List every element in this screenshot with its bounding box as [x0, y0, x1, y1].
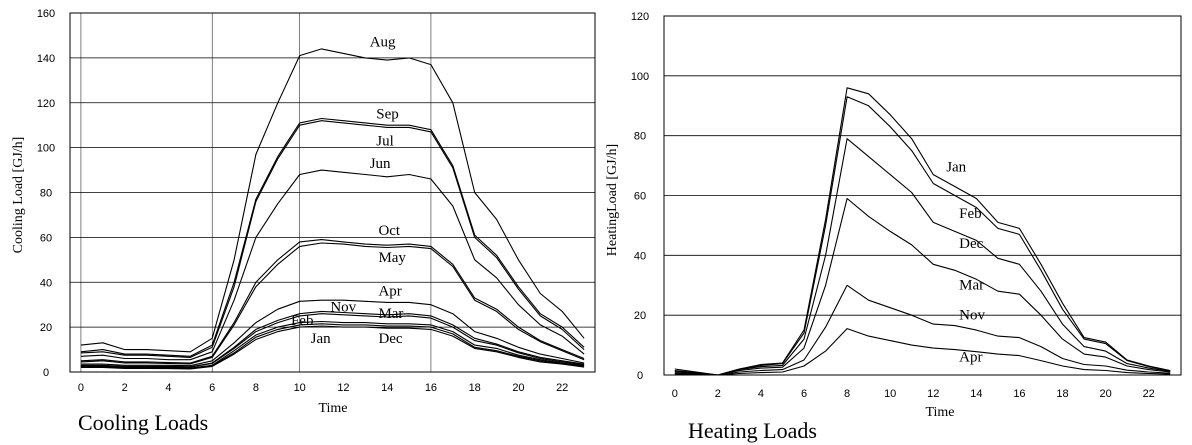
series-label-jan: Jan — [946, 160, 966, 176]
series-line-mar — [80, 313, 585, 368]
series-label-mar: Mar — [959, 278, 984, 294]
chart-caption: Heating Loads — [688, 418, 817, 443]
series-label-dec: Dec — [959, 236, 983, 252]
x-tick-label: 18 — [469, 382, 481, 394]
y-tick-label: 80 — [634, 131, 646, 143]
y-tick-label: 40 — [634, 250, 646, 262]
x-tick-label: 16 — [1013, 388, 1025, 400]
series-line-feb — [80, 320, 585, 369]
x-axis-label: Time — [318, 401, 347, 416]
series-label-aug: Aug — [370, 35, 396, 51]
x-tick-label: 10 — [884, 388, 896, 400]
x-tick-label: 4 — [165, 382, 171, 394]
series-label-nov: Nov — [959, 308, 985, 324]
series-line-jul — [80, 120, 585, 358]
series-line-nov — [674, 284, 1171, 376]
series-label-dec: Dec — [378, 331, 402, 347]
x-tick-label: 6 — [801, 388, 807, 400]
y-tick-label: 0 — [637, 370, 643, 382]
x-tick-label: 8 — [253, 382, 259, 394]
series-line-aug — [80, 48, 585, 353]
series-label-oct: Oct — [378, 223, 400, 239]
series-label-apr: Apr — [378, 284, 401, 300]
x-tick-label: 14 — [970, 388, 982, 400]
series-label-nov: Nov — [330, 299, 356, 315]
y-axis-label: Cooling Load [GJ/h] — [11, 137, 26, 254]
x-tick-label: 16 — [425, 382, 437, 394]
y-tick-label: 20 — [40, 322, 52, 334]
plot-frame — [69, 12, 596, 373]
y-tick-label: 100 — [631, 71, 649, 83]
cooling-loads-chart: 0 20 40 60 80 100 120 140 160 0 2 4 6 8 10 12 14 16 18 20 22… — [11, 8, 596, 435]
heating-loads-chart: 0 20 40 60 80 100 120 0 2 4 6 8 10 12 14 16 18 20 22 Time He… — [605, 11, 1182, 443]
series-line-jan — [674, 87, 1171, 376]
series-label-apr: Apr — [959, 350, 982, 366]
y-tick-label: 40 — [40, 277, 52, 289]
series-line-sep — [80, 117, 585, 357]
plot-frame — [663, 15, 1182, 376]
x-tick-label: 12 — [927, 388, 939, 400]
series-line-dec — [674, 138, 1171, 376]
x-axis-label: Time — [925, 405, 954, 420]
series-label-jan: Jan — [311, 331, 331, 347]
series-line-dec — [80, 323, 585, 369]
y-tick-label: 0 — [43, 367, 49, 379]
series-label-mar: Mar — [378, 306, 403, 322]
x-tick-label: 14 — [381, 382, 393, 394]
series-line-may — [80, 242, 585, 365]
series-label-sep: Sep — [376, 106, 399, 122]
y-tick-label: 60 — [40, 232, 52, 244]
x-tick-label: 22 — [1143, 388, 1155, 400]
series-line-apr — [674, 328, 1171, 376]
x-tick-label: 0 — [672, 388, 678, 400]
x-tick-label: 20 — [512, 382, 524, 394]
series-line-mar — [674, 197, 1171, 376]
y-tick-label: 120 — [37, 98, 55, 110]
series-label-may: May — [378, 250, 406, 266]
y-axis-label: HeatingLoad [GJ/h] — [605, 144, 620, 256]
y-tick-label: 120 — [631, 11, 649, 23]
x-tick-label: 2 — [122, 382, 128, 394]
series-label-feb: Feb — [959, 206, 982, 222]
x-tick-label: 22 — [556, 382, 568, 394]
series-line-feb — [674, 96, 1171, 376]
series-line-oct — [80, 239, 585, 364]
y-tick-label: 160 — [37, 8, 55, 20]
x-tick-label: 20 — [1099, 388, 1111, 400]
y-tick-label: 80 — [40, 188, 52, 200]
series-line-apr — [80, 299, 585, 367]
series-label-jun: Jun — [370, 156, 391, 172]
x-tick-label: 4 — [758, 388, 764, 400]
x-tick-label: 6 — [209, 382, 215, 394]
y-tick-label: 60 — [634, 191, 646, 203]
x-tick-label: 12 — [337, 382, 349, 394]
chart-caption: Cooling Loads — [78, 410, 208, 435]
x-tick-label: 2 — [715, 388, 721, 400]
y-tick-label: 140 — [37, 53, 55, 65]
x-tick-label: 8 — [844, 388, 850, 400]
x-tick-label: 10 — [294, 382, 306, 394]
x-tick-label: 18 — [1056, 388, 1068, 400]
x-tick-label: 0 — [78, 382, 84, 394]
series-line-jun — [80, 169, 585, 361]
y-tick-label: 100 — [37, 143, 55, 155]
series-label-jul: Jul — [376, 133, 394, 149]
y-tick-label: 20 — [634, 310, 646, 322]
